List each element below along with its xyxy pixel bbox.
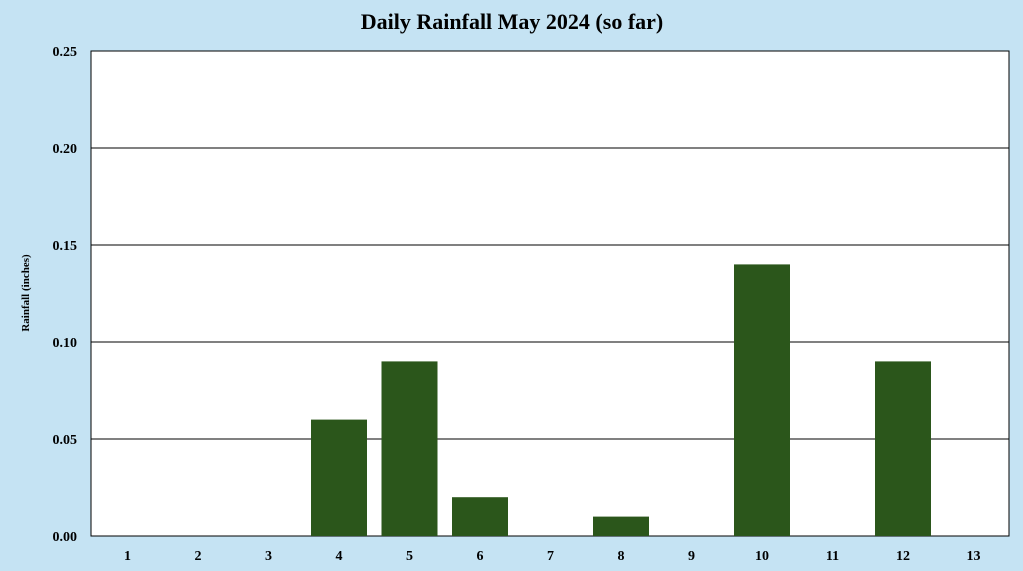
plot-area: [90, 50, 1010, 537]
y-tick-label: 0.05: [53, 433, 78, 448]
x-tick-label: 6: [477, 549, 484, 564]
y-tick-label: 0.20: [53, 142, 78, 157]
x-tick-label: 13: [967, 549, 981, 564]
bar-day-5: [381, 361, 438, 536]
x-tick-label: 7: [547, 549, 554, 564]
x-tick-label: 3: [265, 549, 272, 564]
x-tick-label: 10: [755, 549, 769, 564]
x-tick-label: 11: [826, 549, 839, 564]
bar-day-4: [311, 419, 367, 536]
x-tick-label: 2: [195, 549, 202, 564]
y-tick-labels: 0.00 0.05 0.10 0.15 0.20 0.25: [53, 45, 78, 545]
y-axis-label: Rainfall (inches): [20, 254, 32, 332]
x-tick-label: 5: [406, 549, 413, 564]
x-tick-label: 8: [618, 549, 625, 564]
y-tick-label: 0.10: [53, 336, 78, 351]
bar-day-8: [593, 516, 649, 536]
bar-day-12: [875, 361, 931, 536]
x-tick-label: 4: [336, 549, 343, 564]
chart-title: Daily Rainfall May 2024 (so far): [361, 9, 663, 34]
gridlines: [91, 147, 1009, 440]
x-tick-labels: 1 2 3 4 5 6 7 8 9 10 11 12 13: [124, 549, 981, 564]
bars: [311, 264, 931, 536]
bar-day-6: [452, 497, 508, 536]
x-tick-label: 1: [124, 549, 131, 564]
y-tick-label: 0.15: [53, 239, 78, 254]
bar-day-10: [734, 264, 790, 536]
y-tick-label: 0.25: [53, 45, 78, 60]
x-tick-label: 9: [688, 549, 695, 564]
y-tick-label: 0.00: [53, 530, 78, 545]
x-tick-label: 12: [896, 549, 910, 564]
